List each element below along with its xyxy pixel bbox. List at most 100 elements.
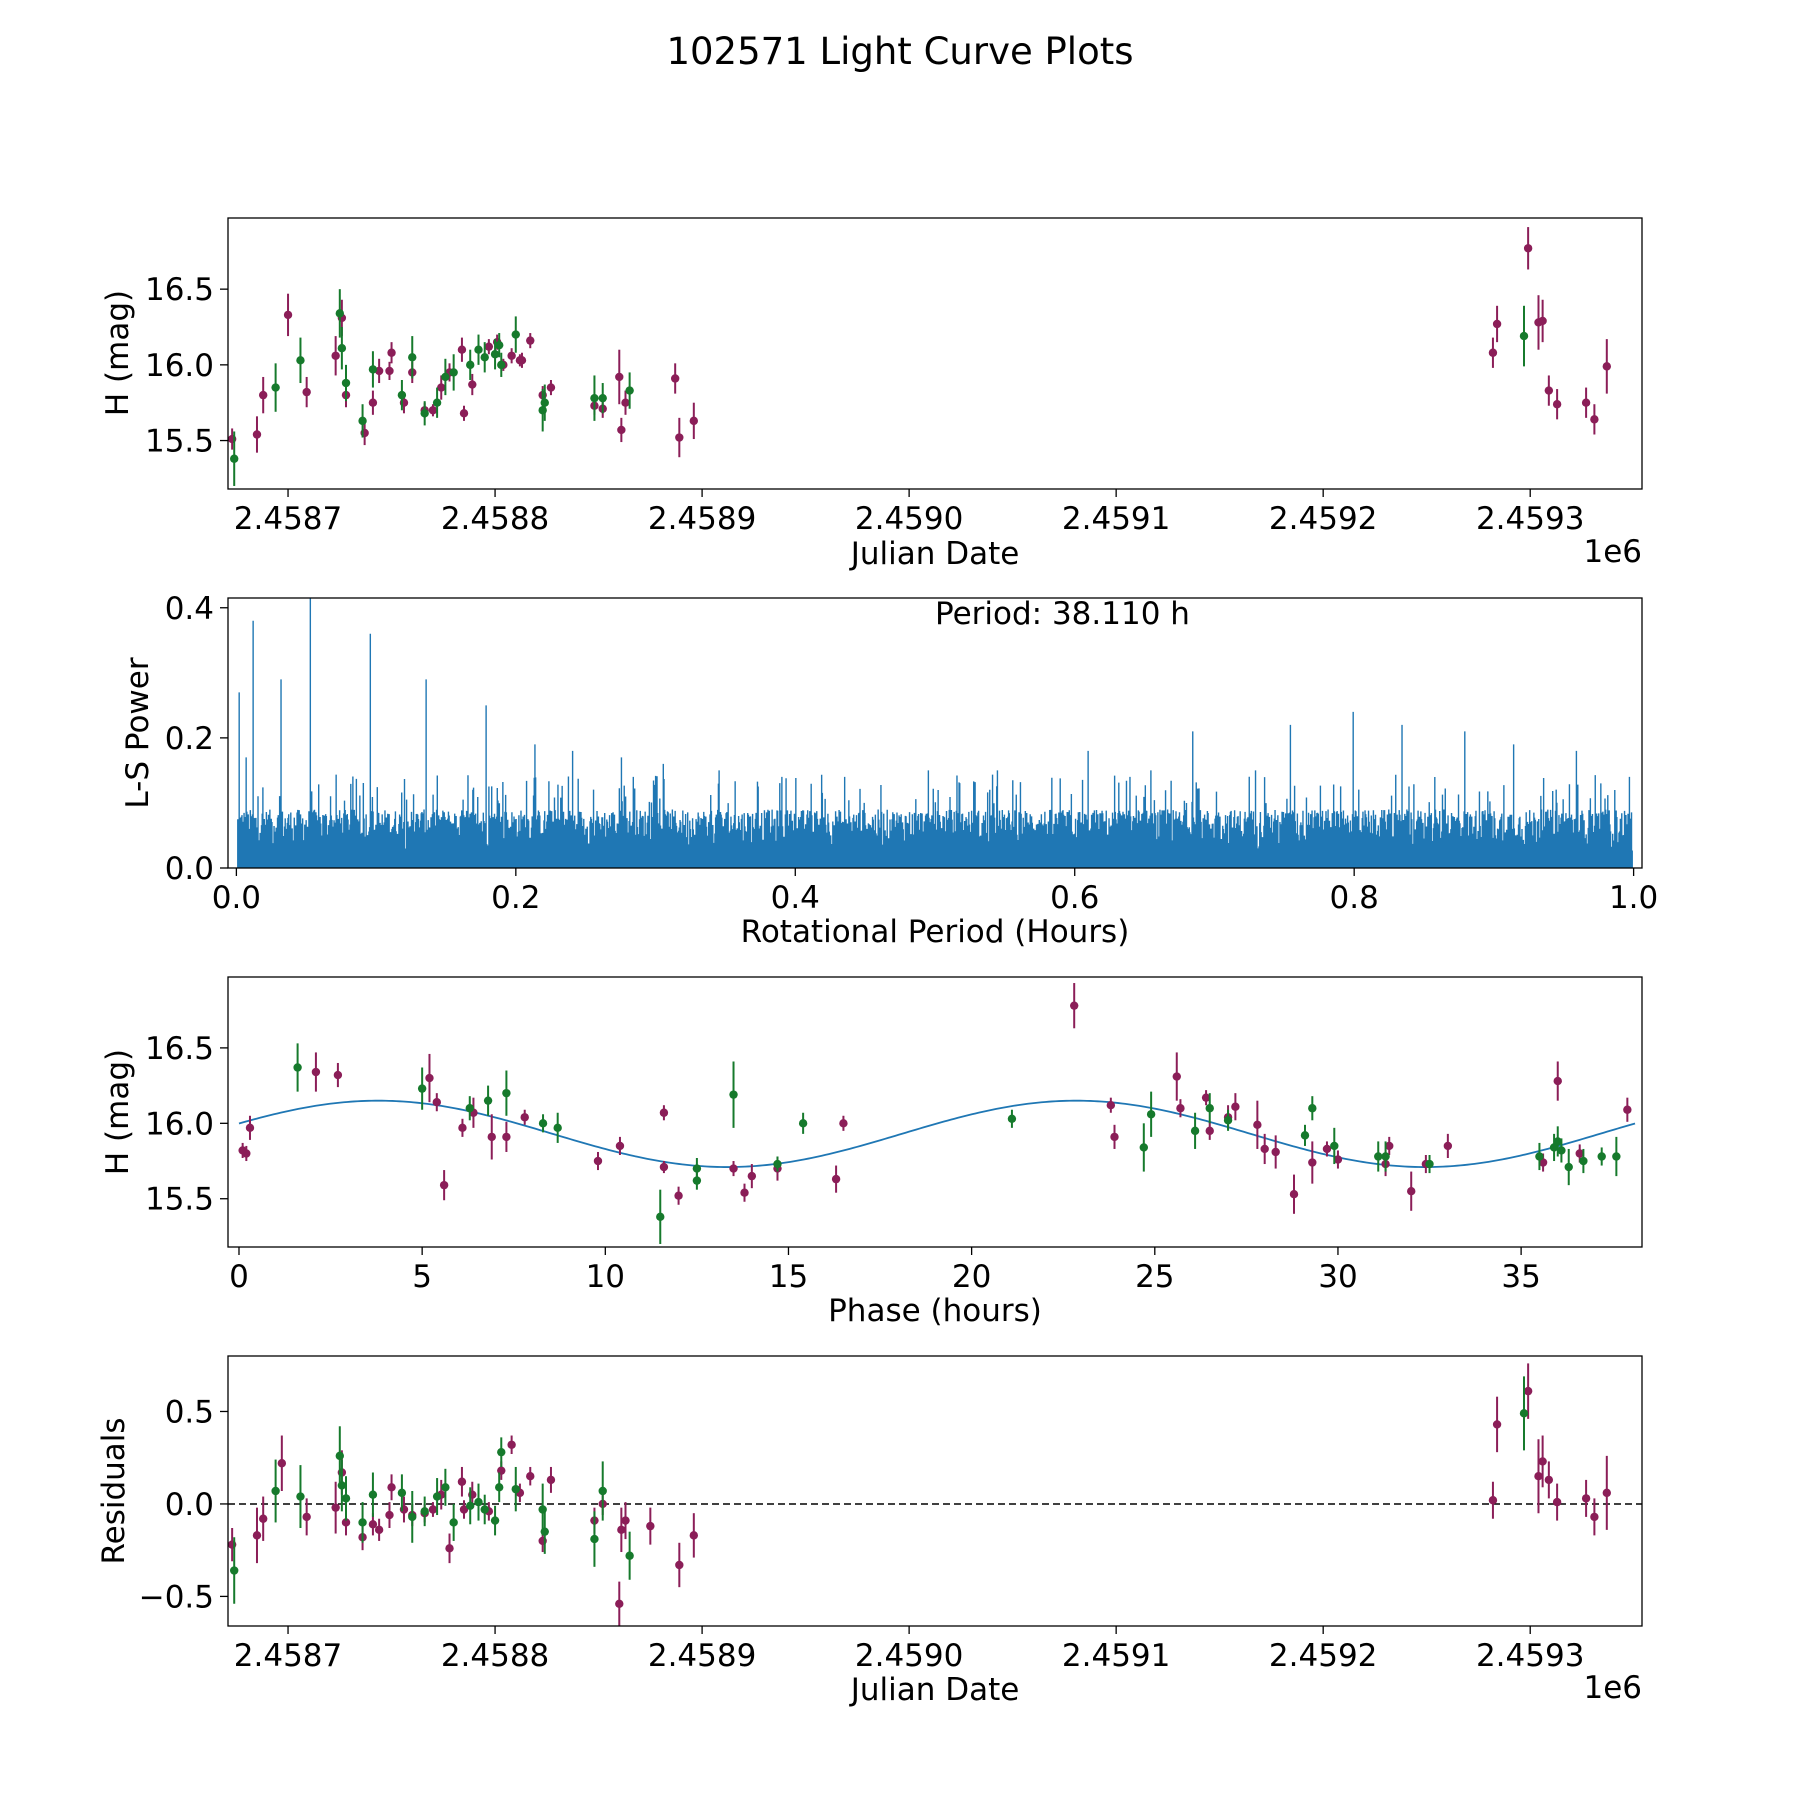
data-point-g	[1549, 1143, 1559, 1152]
residuals-marks	[228, 1363, 1642, 1626]
data-point-r	[1176, 1104, 1185, 1113]
data-point-g	[502, 1088, 511, 1098]
x-tick-label: 0.2	[491, 880, 540, 916]
data-point-r	[1333, 1155, 1343, 1164]
data-point-r	[437, 383, 446, 392]
data-point-r	[374, 1525, 384, 1535]
data-point-r	[1581, 1494, 1591, 1503]
data-point-g	[1381, 1152, 1390, 1161]
data-point-r	[1602, 1488, 1612, 1498]
periodogram-frame	[227, 597, 1643, 869]
data-point-g	[335, 309, 344, 318]
data-point-r	[459, 1505, 469, 1514]
y-tick-label: 15.5	[145, 424, 214, 460]
data-point-r	[674, 1191, 683, 1200]
data-point-g	[441, 1483, 450, 1492]
data-point-r	[1553, 1076, 1562, 1086]
data-point-g	[511, 330, 520, 339]
data-point-r	[621, 1516, 630, 1525]
data-point-g	[368, 1490, 378, 1499]
data-point-g	[692, 1164, 702, 1173]
data-point-g	[495, 340, 504, 350]
y-tick-label: 0.0	[165, 851, 214, 887]
data-point-r	[432, 1097, 442, 1107]
phase-frame	[227, 976, 1643, 1248]
data-point-r	[1590, 1512, 1599, 1522]
data-point-r	[368, 398, 378, 407]
residuals-xlabel: Julian Date	[849, 1672, 1020, 1708]
x-tick-label: 2.4588	[441, 1638, 549, 1674]
data-point-g	[540, 398, 549, 407]
data-point-r	[1289, 1190, 1299, 1199]
x-tick-label: 1.0	[1609, 880, 1658, 916]
data-point-r	[689, 1531, 699, 1540]
data-point-r	[1172, 1072, 1181, 1081]
data-point-r	[1271, 1147, 1280, 1157]
data-point-g	[1146, 1110, 1156, 1119]
data-point-r	[615, 1141, 625, 1151]
data-point-g	[1007, 1114, 1017, 1123]
data-point-g	[773, 1159, 782, 1169]
data-point-g	[1190, 1126, 1200, 1136]
data-point-g	[397, 390, 407, 400]
data-point-r	[1110, 1132, 1119, 1142]
lightcurve-marks	[228, 227, 1612, 486]
x-tick-label: 2.4589	[648, 501, 756, 537]
x-tick-label: 25	[1135, 1259, 1174, 1295]
x-tick-label: 15	[769, 1259, 808, 1295]
data-point-r	[615, 372, 624, 382]
data-point-g	[1553, 1137, 1562, 1146]
data-point-r	[385, 1510, 394, 1520]
data-point-g	[598, 1486, 607, 1496]
data-point-g	[553, 1123, 562, 1133]
x-tick-label: 0.6	[1050, 880, 1099, 916]
data-point-r	[617, 425, 626, 435]
data-point-g	[511, 1484, 520, 1494]
data-point-r	[302, 387, 311, 397]
data-point-g	[417, 1084, 427, 1093]
data-point-g	[1564, 1162, 1573, 1172]
data-point-r	[593, 1156, 603, 1166]
data-point-r	[1308, 1158, 1317, 1167]
data-point-r	[526, 336, 535, 345]
data-point-r	[468, 380, 477, 389]
x-tick-label: 2.4590	[855, 501, 963, 537]
y-tick-label: 16.0	[145, 348, 214, 384]
data-point-g	[408, 1512, 417, 1522]
data-point-r	[520, 1113, 529, 1122]
x-tick-label: 2.4590	[855, 1638, 963, 1674]
x-tick-label: 0.4	[771, 880, 820, 916]
data-point-g	[466, 360, 475, 370]
x-tick-label: 2.4591	[1062, 501, 1170, 537]
data-point-r	[428, 1505, 438, 1514]
data-point-r	[526, 1472, 535, 1481]
x-tick-label: 20	[952, 1259, 991, 1295]
y-tick-label: 0.2	[165, 721, 214, 757]
phase-ylabel: H (mag)	[100, 1049, 136, 1175]
data-point-r	[1538, 1457, 1547, 1466]
data-point-g	[1300, 1131, 1310, 1140]
data-point-g	[540, 1527, 549, 1536]
data-point-g	[368, 365, 378, 374]
phase-panel: 0 5 10 15 20 25 30 35 15.5 16.0 16.5 Phase (hours)…	[100, 976, 1643, 1329]
data-point-g	[625, 386, 634, 395]
data-point-r	[457, 345, 467, 354]
data-point-r	[1534, 1472, 1543, 1481]
data-point-g	[408, 353, 417, 362]
data-point-r	[484, 342, 494, 351]
data-point-r	[258, 390, 268, 400]
data-point-g	[729, 1090, 738, 1099]
data-point-r	[1523, 244, 1533, 253]
data-point-g	[692, 1176, 702, 1185]
x-tick-label: 2.4592	[1269, 501, 1377, 537]
x-tick-label: 35	[1501, 1259, 1540, 1295]
data-point-g	[230, 454, 239, 463]
data-point-r	[729, 1164, 738, 1173]
data-point-g	[1597, 1152, 1606, 1161]
lightcurve-ylabel: H (mag)	[100, 290, 136, 416]
data-point-g	[1557, 1146, 1566, 1155]
data-point-g	[441, 372, 450, 382]
data-point-r	[341, 1518, 351, 1527]
data-point-r	[1552, 400, 1562, 409]
data-point-r	[439, 1180, 449, 1190]
